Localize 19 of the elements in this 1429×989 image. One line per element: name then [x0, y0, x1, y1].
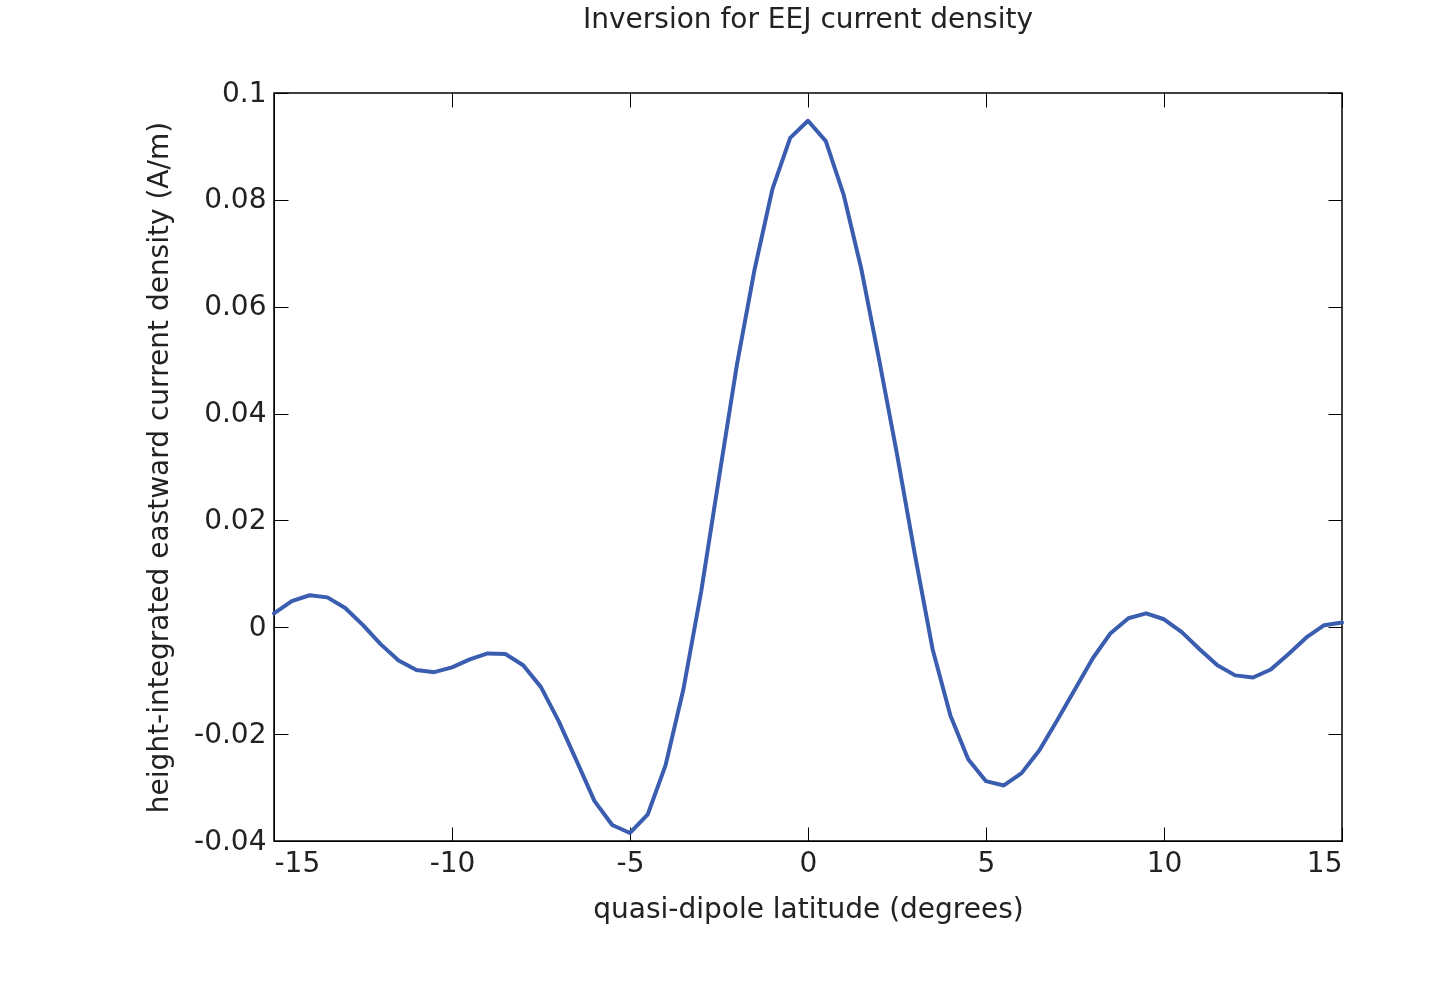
chart-title: Inversion for EEJ current density [583, 2, 1033, 35]
x-tick-label: 0 [799, 845, 818, 879]
y-tick-label: 0.04 [204, 396, 267, 430]
x-tick-label: 5 [977, 845, 996, 879]
y-tick-label: 0.02 [204, 502, 267, 536]
y-tick-label: -0.04 [194, 823, 267, 857]
x-axis-title: quasi-dipole latitude (degrees) [593, 891, 1024, 925]
y-tick-label: 0.08 [204, 182, 267, 216]
y-tick-label: 0.1 [221, 75, 267, 109]
x-tick-label: -15 [274, 845, 321, 879]
y-tick-label: 0.06 [204, 289, 267, 323]
y-tick-label: -0.02 [194, 716, 267, 750]
y-tick-label: 0 [248, 609, 267, 643]
x-tick-label: 10 [1146, 845, 1183, 879]
line-series [272, 118, 1344, 835]
x-tick-label: -5 [616, 845, 645, 879]
y-axis-title: height-integrated eastward current density (A/m) [142, 121, 176, 814]
x-tick-label: 15 [1306, 845, 1343, 879]
x-tick-label: -10 [429, 845, 476, 879]
